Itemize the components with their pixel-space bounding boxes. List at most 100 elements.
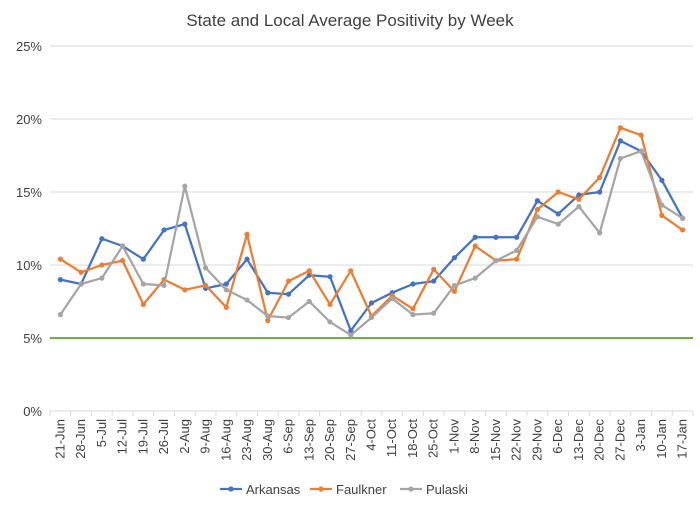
data-point-pulaski xyxy=(202,265,209,271)
x-tick-label: 9-Aug xyxy=(198,419,213,454)
data-point-faulkner xyxy=(306,268,312,274)
data-point-faulkner xyxy=(285,278,292,284)
x-tick-label: 10-Jan xyxy=(654,419,669,459)
data-point-arkansas xyxy=(659,177,665,183)
data-point-faulkner xyxy=(410,306,416,312)
x-tick-label: 2-Aug xyxy=(177,419,192,454)
chart-title: State and Local Average Positivity by We… xyxy=(186,11,514,30)
data-point-faulkner xyxy=(576,196,582,202)
data-point-arkansas xyxy=(161,227,167,233)
data-point-faulkner xyxy=(617,125,624,131)
y-tick-label: 20% xyxy=(16,112,42,127)
data-point-pulaski xyxy=(638,148,644,154)
data-point-arkansas xyxy=(182,221,188,227)
x-tick-label: 1-Nov xyxy=(446,419,461,454)
x-tick-label: 20-Sep xyxy=(322,419,337,461)
data-point-arkansas xyxy=(244,256,250,262)
x-tick-label: 27-Dec xyxy=(612,419,627,461)
data-point-pulaski xyxy=(555,221,561,227)
data-point-faulkner xyxy=(534,206,541,213)
x-tick-label: 13-Sep xyxy=(301,419,316,461)
data-point-pulaski xyxy=(410,312,416,318)
data-point-pulaski xyxy=(223,287,229,293)
data-point-arkansas xyxy=(57,277,63,283)
data-point-pulaski xyxy=(451,282,458,289)
data-point-pulaski xyxy=(368,314,375,321)
x-tick-label: 8-Nov xyxy=(467,419,482,454)
data-point-arkansas xyxy=(451,255,458,261)
data-point-pulaski xyxy=(617,155,624,162)
data-point-arkansas xyxy=(493,234,499,240)
x-axis-ticks: 21-Jun 28-Jun 5-Jul 12-Jul 19-Jul 26-Jul 2-Aug… xyxy=(49,411,694,461)
y-tick-label: 10% xyxy=(16,258,42,273)
x-tick-label: 22-Nov xyxy=(509,419,524,461)
data-point-faulkner xyxy=(327,301,333,308)
x-tick-label: 16-Aug xyxy=(218,419,233,461)
data-point-pulaski xyxy=(244,297,250,303)
x-tick-label: 17-Jan xyxy=(675,419,690,459)
data-point-arkansas xyxy=(514,234,520,240)
series-arkansas xyxy=(57,138,686,334)
x-tick-label: 25-Oct xyxy=(426,419,441,458)
legend-item-arkansas: Arkansas xyxy=(220,482,301,497)
data-point-arkansas xyxy=(410,281,416,287)
data-point-arkansas xyxy=(327,274,333,280)
x-tick-label: 27-Sep xyxy=(343,419,358,461)
data-point-faulkner xyxy=(140,301,146,308)
data-point-arkansas xyxy=(223,281,229,287)
data-point-pulaski xyxy=(78,281,84,287)
x-tick-label: 21-Jun xyxy=(52,419,67,459)
data-point-pulaski xyxy=(99,275,105,281)
data-point-faulkner xyxy=(223,304,229,310)
data-point-faulkner xyxy=(597,174,603,180)
series-lines xyxy=(57,125,686,338)
data-point-pulaski xyxy=(285,314,292,321)
data-point-arkansas xyxy=(555,211,561,217)
data-point-pulaski xyxy=(306,298,312,305)
data-point-pulaski xyxy=(472,275,478,281)
x-tick-label: 23-Aug xyxy=(239,419,254,461)
legend-swatch-marker xyxy=(228,486,234,492)
data-point-faulkner xyxy=(680,227,686,233)
data-point-arkansas xyxy=(617,138,624,144)
data-point-faulkner xyxy=(244,231,250,237)
data-point-arkansas xyxy=(472,234,478,240)
data-point-arkansas xyxy=(99,236,105,242)
y-tick-label: 15% xyxy=(16,185,42,200)
data-point-faulkner xyxy=(514,256,520,262)
data-point-faulkner xyxy=(555,189,561,195)
data-point-pulaski xyxy=(576,204,582,210)
x-tick-label: 29-Nov xyxy=(529,419,544,461)
x-tick-label: 12-Jul xyxy=(115,419,130,455)
x-tick-label: 11-Oct xyxy=(384,419,399,457)
y-tick-label: 25% xyxy=(16,39,42,54)
data-point-arkansas xyxy=(534,198,541,204)
legend-swatch-marker xyxy=(408,486,414,492)
data-point-arkansas xyxy=(431,278,437,284)
data-point-faulkner xyxy=(348,268,354,274)
data-point-faulkner xyxy=(265,317,271,324)
legend-item-faulkner: Faulkner xyxy=(310,482,387,497)
x-tick-label: 30-Aug xyxy=(260,419,275,461)
data-point-pulaski xyxy=(431,310,437,316)
data-point-pulaski xyxy=(182,183,188,189)
data-point-arkansas xyxy=(368,300,375,306)
legend-swatch-marker xyxy=(318,486,324,492)
series-pulaski xyxy=(57,148,686,338)
data-point-faulkner xyxy=(99,262,105,268)
legend-item-pulaski: Pulaski xyxy=(400,482,468,497)
data-point-faulkner xyxy=(472,243,478,249)
x-tick-label: 13-Dec xyxy=(571,419,586,461)
data-point-pulaski xyxy=(140,281,146,287)
x-tick-label: 18-Oct xyxy=(405,419,420,458)
data-point-pulaski xyxy=(514,247,520,253)
data-point-pulaski xyxy=(161,282,167,289)
data-point-arkansas xyxy=(348,328,354,334)
legend-label: Faulkner xyxy=(336,482,387,497)
data-point-faulkner xyxy=(451,288,458,294)
data-point-pulaski xyxy=(597,230,603,236)
y-axis-ticks: 0% 5% 10% 15% 20% 25% xyxy=(16,39,42,419)
data-point-faulkner xyxy=(182,287,188,293)
x-tick-label: 28-Jun xyxy=(73,419,88,459)
